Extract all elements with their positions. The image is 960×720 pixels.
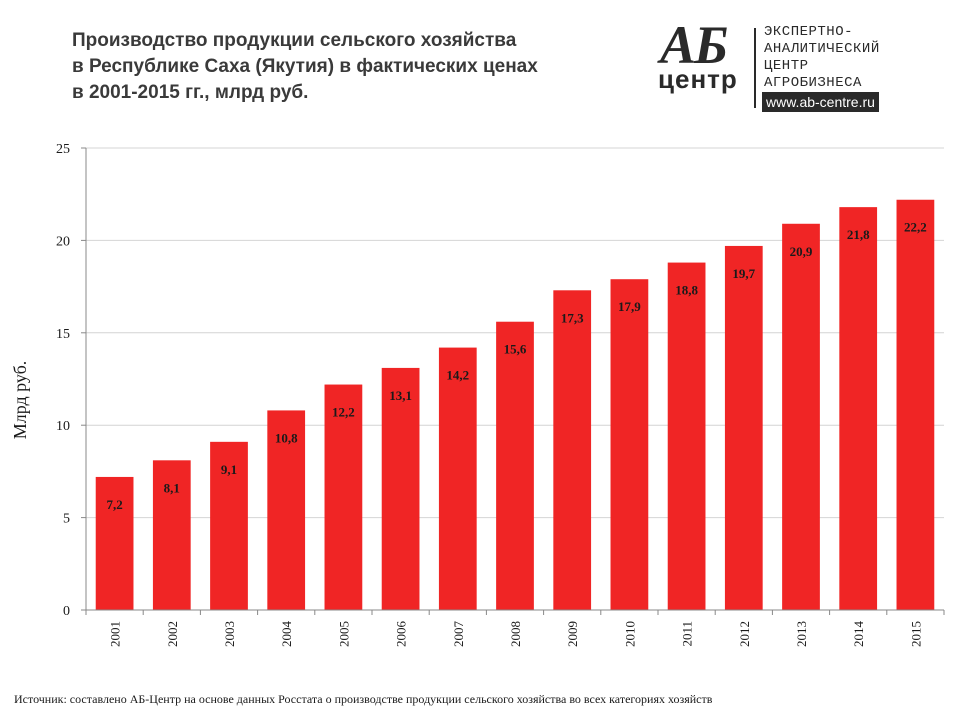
x-tick-label: 2003 — [222, 621, 237, 647]
bar — [95, 476, 134, 610]
bar — [553, 290, 592, 610]
x-tick-label: 2010 — [622, 621, 637, 647]
x-tick-label: 2015 — [908, 621, 923, 647]
y-tick-label: 25 — [56, 142, 70, 157]
x-tick-label: 2009 — [565, 621, 580, 647]
bar — [724, 245, 763, 610]
bar-value-label: 20,9 — [790, 244, 813, 259]
bar-value-label: 14,2 — [446, 368, 469, 383]
chart-title-line-1: Производство продукции сельского хозяйст… — [72, 30, 517, 51]
bar-value-label: 15,6 — [504, 342, 527, 357]
y-tick-label: 5 — [63, 512, 70, 527]
bar-value-label: 17,9 — [618, 299, 641, 314]
bar — [438, 347, 477, 610]
bars — [95, 199, 935, 611]
bar — [782, 223, 820, 610]
x-tick-label: 2013 — [794, 621, 809, 647]
bar — [496, 321, 534, 610]
y-tick-label: 20 — [56, 234, 70, 249]
bar-value-label: 18,8 — [675, 283, 698, 298]
y-tick-label: 15 — [56, 327, 70, 342]
y-tick-label: 10 — [56, 419, 70, 434]
bar — [267, 410, 306, 610]
x-tick-label: 2005 — [336, 621, 351, 647]
bar-value-label: 13,1 — [389, 388, 412, 403]
x-tick-label: 2004 — [279, 621, 294, 648]
bar-value-label: 21,8 — [847, 227, 870, 242]
chart-title-line-3: в 2001-2015 гг., млрд руб. — [72, 82, 309, 103]
bar — [381, 367, 420, 610]
bar-value-label: 8,1 — [164, 480, 180, 495]
bar-value-label: 7,2 — [106, 497, 122, 512]
logo-mark-top: АБ — [660, 15, 728, 75]
x-tick-label: 2006 — [394, 621, 409, 648]
logo-line-4: АГРОБИЗНЕСА — [764, 75, 862, 91]
x-tick-label: 2007 — [451, 621, 466, 648]
source-note: Источник: составлено АБ-Центр на основе … — [14, 692, 713, 706]
x-tick-label: 2002 — [165, 621, 180, 647]
bar — [667, 262, 706, 610]
bar — [324, 384, 363, 610]
chart-title: Производство продукции сельского хозяйст… — [72, 28, 632, 106]
x-tick-label: 2014 — [851, 621, 866, 648]
axes — [81, 147, 945, 615]
y-axis-label: Млрд руб. — [10, 361, 30, 440]
y-tick-label: 0 — [63, 604, 70, 619]
bar-value-label: 17,3 — [561, 310, 584, 325]
bar — [210, 441, 248, 610]
logo-divider — [754, 28, 756, 108]
logo-line-2: АНАЛИТИЧЕСКИЙ — [764, 41, 880, 57]
logo-line-1: ЭКСПЕРТНО- — [764, 24, 854, 40]
bar — [610, 279, 649, 610]
ab-centre-logo: АБ центр ЭКСПЕРТНО- АНАЛИТИЧЕСКИЙ ЦЕНТР … — [656, 15, 926, 114]
logo-line-3: ЦЕНТР — [764, 58, 809, 74]
bar — [839, 207, 878, 611]
bar-value-label: 19,7 — [732, 266, 755, 281]
bar-value-label: 22,2 — [904, 220, 927, 235]
x-tick-label: 2011 — [680, 621, 695, 647]
bar-value-label: 12,2 — [332, 405, 355, 420]
bar-value-label: 9,1 — [221, 462, 237, 477]
x-tick-label: 2008 — [508, 621, 523, 647]
x-tick-label: 2012 — [737, 621, 752, 647]
chart-title-line-2: в Республике Саха (Якутия) в фактических… — [72, 56, 538, 77]
bar-value-label: 10,8 — [275, 430, 298, 445]
logo-text: ЭКСПЕРТНО- АНАЛИТИЧЕСКИЙ ЦЕНТР АГРОБИЗНЕ… — [764, 24, 880, 92]
labels: 0 5 10 15 20 25 7,2 2001 8,1 2002 9,1 2003 10,8 2004 1… — [10, 142, 927, 647]
bar — [152, 460, 191, 610]
logo-mark: АБ центр — [656, 15, 748, 98]
logo-mark-bottom: центр — [658, 64, 738, 94]
bar — [896, 199, 935, 610]
x-tick-label: 2001 — [108, 621, 123, 647]
logo-url: www.ab-centre.ru — [762, 92, 879, 112]
